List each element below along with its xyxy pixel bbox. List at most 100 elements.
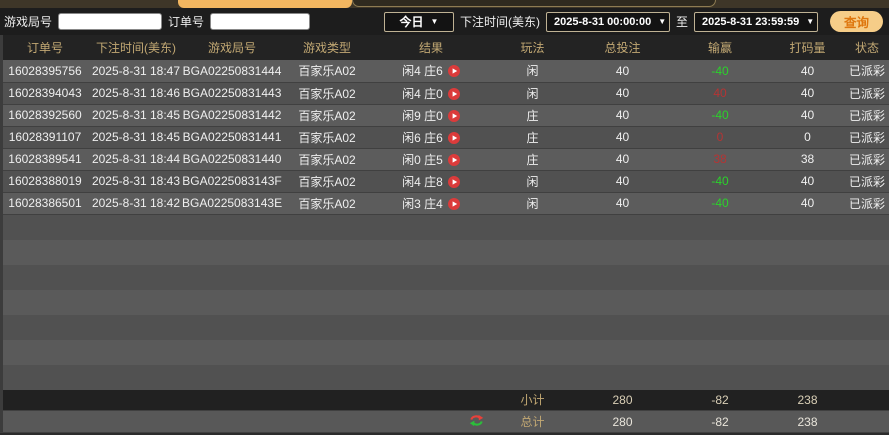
cell-order-id: 16028392560: [0, 104, 90, 127]
cell-play: 庄: [490, 148, 575, 171]
cell-status: 已派彩: [845, 170, 889, 193]
subtotal-winloss: -82: [670, 389, 770, 411]
cell-play: 闲: [490, 60, 575, 83]
cell-total-bet: 40: [575, 60, 670, 83]
cell-order-id: 16028394043: [0, 82, 90, 105]
result-text: 闲3 庄4: [402, 196, 443, 211]
result-text: 闲4 庄8: [402, 174, 443, 189]
cell-play: 庄: [490, 104, 575, 127]
cell-win-loss: -40: [670, 192, 770, 215]
cell-result: 闲4 庄6: [372, 60, 490, 83]
cell-turnover: 0: [770, 126, 845, 149]
result-text: 闲9 庄0: [402, 108, 443, 123]
cell-round-id: BGA02250831442: [182, 104, 282, 127]
cell-status: 已派彩: [845, 126, 889, 149]
cell-status: 已派彩: [845, 148, 889, 171]
replay-icon[interactable]: [447, 87, 460, 100]
empty-stripe: [0, 239, 889, 265]
table-header-row: 订单号 下注时间(美东) 游戏局号 游戏类型 结果 玩法 总投注 输赢 打码量 …: [0, 35, 889, 60]
cell-bet-time: 2025-8-31 18:42: [90, 192, 182, 215]
cell-turnover: 40: [770, 104, 845, 127]
cell-play: 闲: [490, 170, 575, 193]
swap-arrows-icon[interactable]: [469, 414, 484, 430]
cell-turnover: 38: [770, 148, 845, 171]
game-round-label: 游戏局号: [4, 15, 53, 29]
result-text: 闲4 庄0: [402, 86, 443, 101]
empty-stripe: [0, 214, 889, 240]
query-button[interactable]: 查询: [829, 11, 883, 32]
cell-total-bet: 40: [575, 192, 670, 215]
empty-stripe: [0, 314, 889, 340]
cell-bet-time: 2025-8-31 18:45: [90, 104, 182, 127]
chevron-down-icon: ▼: [430, 17, 439, 26]
cell-game-type: 百家乐A02: [282, 82, 372, 105]
total-turnover: 238: [770, 410, 845, 433]
cell-status: 已派彩: [845, 192, 889, 215]
cell-order-id: 16028389541: [0, 148, 90, 171]
records-table: 订单号 下注时间(美东) 游戏局号 游戏类型 结果 玩法 总投注 输赢 打码量 …: [0, 35, 889, 215]
cell-game-type: 百家乐A02: [282, 192, 372, 215]
start-time-select[interactable]: 2025-8-31 00:00:00 ▼: [545, 11, 670, 32]
cell-round-id: BGA02250831440: [182, 148, 282, 171]
cell-status: 已派彩: [845, 60, 889, 83]
cell-result: 闲3 庄4: [372, 192, 490, 215]
chevron-down-icon: ▼: [806, 17, 815, 26]
subtotal-bet: 280: [575, 389, 670, 411]
cell-bet-time: 2025-8-31 18:45: [90, 126, 182, 149]
left-edge: [0, 35, 3, 432]
subtotal-label: 小计: [490, 389, 575, 411]
cell-game-type: 百家乐A02: [282, 60, 372, 83]
game-round-input[interactable]: [58, 13, 163, 30]
empty-rows-area: [0, 214, 889, 390]
col-header-game-type: 游戏类型: [282, 35, 372, 60]
result-text: 闲4 庄6: [402, 64, 443, 79]
total-bet: 280: [575, 410, 670, 433]
replay-icon[interactable]: [447, 109, 460, 122]
col-header-total-bet: 总投注: [575, 35, 670, 60]
cell-result: 闲0 庄5: [372, 148, 490, 171]
cell-total-bet: 40: [575, 82, 670, 105]
tab-inactive[interactable]: [352, 0, 716, 7]
empty-stripe: [0, 364, 889, 390]
replay-icon[interactable]: [447, 175, 460, 188]
order-no-input[interactable]: [210, 13, 311, 30]
col-header-round-id: 游戏局号: [182, 35, 282, 60]
total-label: 总计: [490, 410, 575, 433]
cell-bet-time: 2025-8-31 18:46: [90, 82, 182, 105]
cell-order-id: 16028391107: [0, 126, 90, 149]
cell-order-id: 16028386501: [0, 192, 90, 215]
tab-active[interactable]: [178, 0, 352, 8]
replay-icon[interactable]: [447, 197, 460, 210]
date-preset-select[interactable]: 今日 ▼: [383, 11, 454, 32]
cell-order-id: 16028395756: [0, 60, 90, 83]
total-winloss: -82: [670, 410, 770, 433]
cell-total-bet: 40: [575, 104, 670, 127]
cell-result: 闲4 庄0: [372, 82, 490, 105]
table-row: 16028386501 2025-8-31 18:42 BGA0225083143E…: [0, 192, 889, 215]
cell-play: 庄: [490, 126, 575, 149]
subtotal-row: 小计 280 -82 238: [0, 389, 889, 411]
cell-turnover: 40: [770, 60, 845, 83]
subtotal-turnover: 238: [770, 389, 845, 411]
cell-game-type: 百家乐A02: [282, 104, 372, 127]
date-preset-value: 今日: [399, 15, 424, 29]
cell-play: 闲: [490, 192, 575, 215]
empty-stripe: [0, 264, 889, 290]
bet-time-label: 下注时间(美东): [459, 15, 540, 29]
end-time-select[interactable]: 2025-8-31 23:59:59 ▼: [693, 11, 818, 32]
filter-bar: 游戏局号 订单号 今日 ▼ 下注时间(美东) 2025-8-31 00:00:0…: [0, 8, 889, 35]
bottom-strip: [0, 433, 889, 435]
col-header-turnover: 打码量: [770, 35, 845, 60]
replay-icon[interactable]: [447, 153, 460, 166]
replay-icon[interactable]: [447, 65, 460, 78]
cell-result: 闲6 庄6: [372, 126, 490, 149]
cell-round-id: BGA0225083143E: [182, 192, 282, 215]
replay-icon[interactable]: [447, 131, 460, 144]
cell-win-loss: 38: [670, 148, 770, 171]
cell-win-loss: -40: [670, 104, 770, 127]
cell-win-loss: -40: [670, 170, 770, 193]
cell-status: 已派彩: [845, 82, 889, 105]
cell-bet-time: 2025-8-31 18:43: [90, 170, 182, 193]
cell-game-type: 百家乐A02: [282, 148, 372, 171]
